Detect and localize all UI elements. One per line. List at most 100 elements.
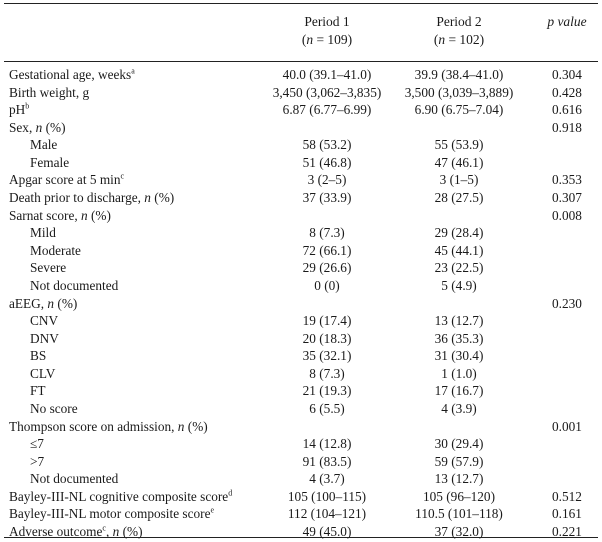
table-row: Mild 8 (7.3) 29 (28.4) (0, 224, 602, 242)
row-label: Female (30, 154, 70, 170)
table-body: Gestational age, weeksa 40.0 (39.1–41.0) 3… (0, 66, 602, 541)
period1-value: 6.87 (6.77–6.99) (282, 102, 372, 118)
row-label: CLV (30, 365, 56, 381)
period2-value: 1 (1.0) (441, 365, 477, 381)
period1-value: 105 (100–115) (287, 488, 367, 504)
row-label: Not documented (30, 277, 119, 293)
period1-header: Period 1 (n = 109) (262, 13, 392, 49)
period2-value: 6.90 (6.75–7.04) (414, 102, 504, 118)
table-row: ≤7 14 (12.8) 30 (29.4) (0, 435, 602, 453)
table-row: Apgar score at 5 minc 3 (2–5) 3 (1–5) 0.353 (0, 171, 602, 189)
period1-value: 14 (12.8) (302, 436, 352, 452)
period2-value: 3,500 (3,039–3,889) (404, 84, 514, 100)
period1-value: 4 (3.7) (309, 471, 345, 487)
footnote-marker: e (210, 506, 215, 516)
table-row: aEEG, n (%) 0.230 (0, 295, 602, 313)
row-label: BS (30, 348, 47, 364)
p-value: 0.307 (552, 190, 582, 206)
row-label: Gestational age, weeksa (9, 66, 135, 82)
period2-value: 55 (53.9) (434, 137, 484, 153)
period1-value: 21 (19.3) (302, 383, 352, 399)
period2-n: (n = 102) (433, 32, 485, 47)
period1-value: 37 (33.9) (302, 190, 352, 206)
row-label: >7 (30, 453, 45, 469)
p-value: 0.428 (552, 84, 582, 100)
table-row: Severe 29 (26.6) 23 (22.5) (0, 259, 602, 277)
table-row: DNV 20 (18.3) 36 (35.3) (0, 330, 602, 348)
period1-label: Period 1 (304, 14, 350, 29)
period2-value: 28 (27.5) (434, 190, 484, 206)
period1-value: 8 (7.3) (309, 365, 345, 381)
table-row: Bayley-III-NL motor composite scoree 112 … (0, 505, 602, 523)
footnote-marker: b (25, 101, 30, 111)
period1-value: 58 (53.2) (302, 137, 352, 153)
table-row: Adverse outcomec, n (%) 49 (45.0) 37 (32.0… (0, 523, 602, 541)
period2-value: 3 (1–5) (439, 172, 479, 188)
row-label: Male (30, 137, 58, 153)
period2-value: 110.5 (101–118) (415, 506, 503, 522)
table-row: Sex, n (%) 0.918 (0, 119, 602, 137)
row-label: Sarnat score, n (%) (9, 207, 111, 223)
p-value: 0.161 (552, 506, 582, 522)
row-label: Thompson score on admission, n (%) (9, 418, 208, 434)
period1-value: 0 (0) (314, 277, 340, 293)
period1-value: 3 (2–5) (307, 172, 347, 188)
table-row: Not documented 0 (0) 5 (4.9) (0, 277, 602, 295)
table-row: Thompson score on admission, n (%) 0.001 (0, 418, 602, 436)
period1-value: 29 (26.6) (302, 260, 352, 276)
row-label: CNV (30, 313, 59, 329)
row-label: Bayley-III-NL motor composite scoree (9, 506, 215, 522)
row-label: pHb (9, 101, 30, 118)
table-row: Birth weight, g 3,450 (3,062–3,835) 3,500 … (0, 84, 602, 102)
p-value: 0.304 (552, 67, 582, 82)
period2-value: 23 (22.5) (434, 260, 484, 276)
table-bottom-rule (4, 537, 598, 538)
table-top-rule (4, 3, 598, 4)
table-row: Not documented 4 (3.7) 13 (12.7) (0, 470, 602, 488)
period2-value: 39.9 (38.4–41.0) (414, 67, 504, 82)
row-label: Severe (30, 260, 67, 276)
period1-value: 72 (66.1) (302, 242, 352, 258)
pvalue-header: p value (547, 14, 587, 29)
table-row: CNV 19 (17.4) 13 (12.7) (0, 312, 602, 330)
row-label: aEEG, n (%) (9, 295, 78, 311)
table-row: Moderate 72 (66.1) 45 (44.1) (0, 242, 602, 260)
footnote-marker: d (228, 488, 233, 498)
row-label: Sex, n (%) (9, 119, 66, 135)
period1-value: 19 (17.4) (302, 313, 352, 329)
table-row: Male 58 (53.2) 55 (53.9) (0, 136, 602, 154)
period2-value: 13 (12.7) (434, 313, 484, 329)
period1-value: 51 (46.8) (302, 154, 352, 170)
period1-value: 112 (104–121) (287, 506, 367, 522)
period2-value: 59 (57.9) (434, 453, 484, 469)
table-row: Female 51 (46.8) 47 (46.1) (0, 154, 602, 172)
period1-value: 3,450 (3,062–3,835) (272, 84, 382, 100)
p-value: 0.008 (552, 207, 582, 223)
period2-value: 47 (46.1) (434, 154, 484, 170)
footnote-marker: a (131, 66, 135, 76)
period2-value: 17 (16.7) (434, 383, 484, 399)
table-row: Death prior to discharge, n (%) 37 (33.9)… (0, 189, 602, 207)
header-rule (4, 61, 598, 62)
period2-value: 37 (32.0) (434, 524, 484, 540)
p-value: 0.512 (552, 488, 582, 504)
period2-value: 4 (3.9) (441, 400, 477, 416)
row-label: ≤7 (30, 436, 44, 452)
table-row: Bayley-III-NL cognitive composite scored… (0, 488, 602, 506)
period1-value: 91 (83.5) (302, 453, 352, 469)
period1-n: (n = 109) (301, 32, 353, 47)
period2-value: 36 (35.3) (434, 330, 484, 346)
row-label: Moderate (30, 242, 81, 258)
period2-value: 29 (28.4) (434, 225, 484, 241)
period2-value: 13 (12.7) (434, 471, 484, 487)
table-row: pHb 6.87 (6.77–6.99) 6.90 (6.75–7.04) 0.616 (0, 101, 602, 119)
period2-header: Period 2 (n = 102) (394, 13, 524, 49)
table-row: Gestational age, weeksa 40.0 (39.1–41.0) 3… (0, 66, 602, 84)
p-value: 0.230 (552, 295, 582, 311)
row-label: Apgar score at 5 minc (9, 172, 125, 188)
period1-value: 49 (45.0) (302, 524, 352, 540)
period2-value: 31 (30.4) (434, 348, 484, 364)
row-label: Death prior to discharge, n (%) (9, 190, 175, 206)
period1-value: 40.0 (39.1–41.0) (282, 67, 372, 82)
